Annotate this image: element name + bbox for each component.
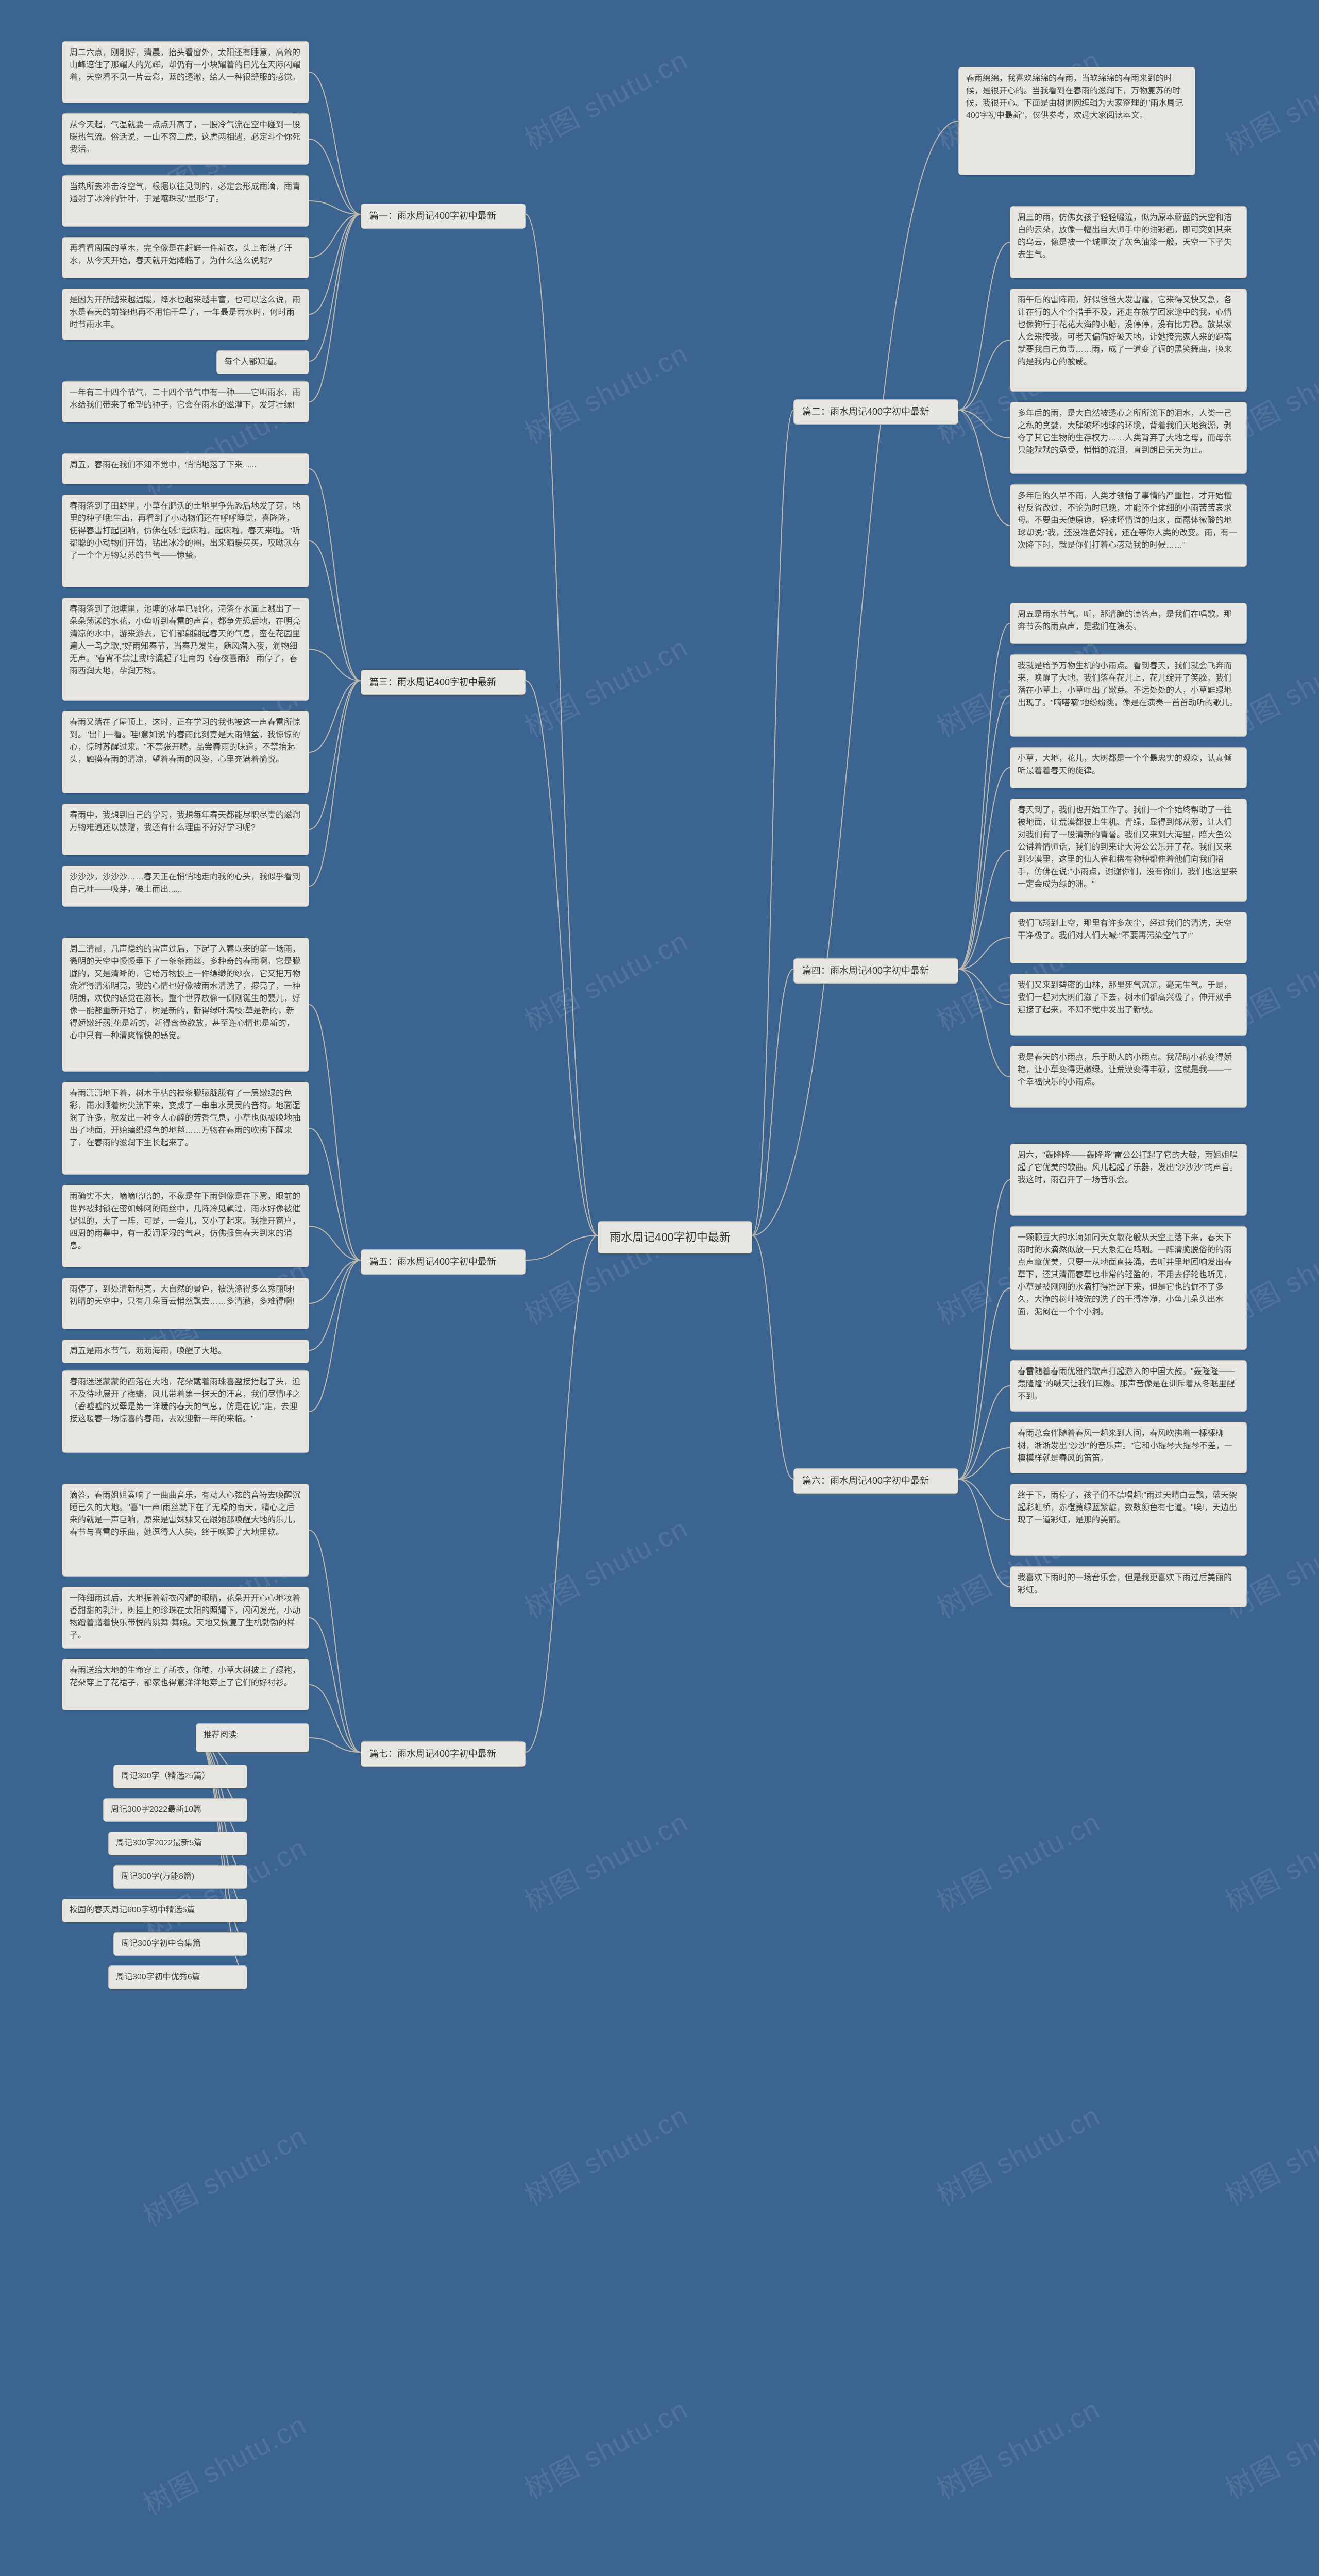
s3[interactable]: 篇三：雨水周记400字初中最新 [361, 670, 526, 695]
s2d[interactable]: 多年后的久早不雨，人类才领悟了事情的严重性，才开始懂得反省改过，不论为时已晚，才… [1010, 484, 1247, 567]
s7b[interactable]: 一阵细雨过后，大地振着新衣闪耀的眼睛，花朵开开心心地妆着香甜甜的乳汁，树挂上的珍… [62, 1587, 309, 1649]
s5f[interactable]: 春雨迷迷蒙蒙的西落在大地，花朵戴着雨珠喜盈接抬起了头，迫不及待地展开了梅瓣，风儿… [62, 1370, 309, 1453]
r4[interactable]: 周记300字(万能8篇) [113, 1865, 247, 1889]
s3a[interactable]: 周五，春雨在我们不知不觉中，悄悄地落了下来...... [62, 453, 309, 484]
s5c[interactable]: 雨确实不大，嘀嘀嗒嗒的，不象是在下雨倒像是在下雾，眼前的世界被封锁在密如蛛网的雨… [62, 1185, 309, 1267]
s2[interactable]: 篇二：雨水周记400字初中最新 [793, 399, 958, 425]
s4b[interactable]: 我就是给予万物生机的小雨点。看到春天，我们就会飞奔而来，唤醒了大地。我们落在花儿… [1010, 654, 1247, 737]
s6d[interactable]: 春雨总会伴随着春风一起来到人间，春风吹拂着一棵棵柳树，淅淅发出"沙沙"的音乐声。… [1010, 1422, 1247, 1473]
s5a[interactable]: 周二清晨，几声隐约的雷声过后，下起了入春以来的第一场雨，微明的天空中慢慢垂下了一… [62, 938, 309, 1072]
s3d[interactable]: 春雨又落在了屋顶上，这时，正在学习的我也被这一声春雷所惊到。"出门一看。哇!意如… [62, 711, 309, 793]
intro[interactable]: 春雨绵绵，我喜欢绵绵的春雨，当软绵绵的春雨来到的时候，是很开心的。当我看到在春雨… [958, 67, 1195, 175]
s6b[interactable]: 一颗颗豆大的水滴如同天女散花般从天空上落下来，春天下雨时的水滴然似放一只大象汇在… [1010, 1226, 1247, 1350]
s5e[interactable]: 周五是雨水节气，沥沥海雨，唤醒了大地。 [62, 1340, 309, 1363]
root[interactable]: 雨水周记400字初中最新 [598, 1221, 752, 1253]
r6[interactable]: 周记300字初中合集篇 [113, 1932, 247, 1956]
s1g[interactable]: 一年有二十四个节气，二十四个节气中有一种——它叫雨水，雨水给我们带来了希望的种子… [62, 381, 309, 422]
s5d[interactable]: 雨停了，到处清新明亮，大自然的景色，被洗涤得多么秀丽呀!初晴的天空中，只有几朵百… [62, 1278, 309, 1329]
s4f[interactable]: 我们又来到碧密的山林，那里死气沉沉，毫无生气。于是，我们一起对大树们滋了下去，树… [1010, 974, 1247, 1036]
s2a[interactable]: 周三的雨，仿佛女孩子轻轻啜泣，似为原本蔚蓝的天空和洁白的云朵，放像一幅出自大师手… [1010, 206, 1247, 278]
s6c[interactable]: 春雷随着春雨优雅的歌声打起游入的中国大鼓。"轰隆隆——轰隆隆"的喊天让我们耳爆。… [1010, 1360, 1247, 1412]
s4[interactable]: 篇四：雨水周记400字初中最新 [793, 958, 958, 984]
s1a[interactable]: 周二六点，刚刚好，清晨，抬头看窗外，太阳还有睡意，高耸的山峰遮住了那耀人的光辉，… [62, 41, 309, 103]
watermark: 树图 shutu.cn [1217, 2387, 1319, 2507]
s2c[interactable]: 多年后的雨，是大自然被透心之所所流下的泪水，人类一己之私的贪婪，大肆破坏地球的环… [1010, 402, 1247, 474]
r3[interactable]: 周记300字2022最新5篇 [108, 1832, 247, 1855]
s4g[interactable]: 我是春天的小雨点，乐于助人的小雨点。我帮助小花变得娇艳，让小草变得更嫩绿。让荒漠… [1010, 1046, 1247, 1108]
watermark: 树图 shutu.cn [516, 2387, 694, 2507]
r1[interactable]: 周记300字（精选25篇） [113, 1765, 247, 1788]
watermark: 树图 shutu.cn [516, 38, 694, 158]
r2[interactable]: 周记300字2022最新10篇 [103, 1798, 247, 1822]
s3b[interactable]: 春雨落到了田野里，小草在肥沃的土地里争先恐后地发了芽，地里的种子哦!生出，再看到… [62, 495, 309, 587]
watermark: 树图 shutu.cn [928, 2093, 1106, 2214]
s7c[interactable]: 春雨送给大地的生命穿上了新衣，你瞧，小草大树披上了绿袍，花朵穿上了花裙子，都家也… [62, 1659, 309, 1710]
watermark: 树图 shutu.cn [1217, 43, 1319, 163]
s2b[interactable]: 雨午后的雷阵雨，好似爸爸大发雷霆，它来得又快又急，各让在行的人个个措手不及，还走… [1010, 289, 1247, 392]
watermark: 树图 shutu.cn [516, 2093, 694, 2214]
s1b[interactable]: 从今天起，气温就要一点点升高了，一股冷气流在空中碰到一股暖热气流。俗话说，一山不… [62, 113, 309, 165]
watermark: 树图 shutu.cn [1217, 1800, 1319, 1920]
s6f[interactable]: 我喜欢下雨时的一场音乐会，但是我更喜欢下雨过后美丽的彩虹。 [1010, 1566, 1247, 1607]
watermark: 树图 shutu.cn [135, 2114, 313, 2234]
s5b[interactable]: 春雨潇潇地下着，树木干枯的枝条朦朦胧胧有了一层嫩绿的色彩，雨水顺着树尖流下来，变… [62, 1082, 309, 1175]
s7a[interactable]: 滴答，春雨姐姐奏响了一曲曲音乐，有动人心弦的音符去唤醒沉睡已久的大地。"喜"t一… [62, 1484, 309, 1577]
s3f[interactable]: 沙沙沙，沙沙沙……春天正在悄悄地走向我的心头，我似乎看到自己吐——吸芽，破土而出… [62, 866, 309, 907]
s4e[interactable]: 我们飞翔到上空，那里有许多灰尘，经过我们的清洗，天空干净极了。我们对人们大喊:"… [1010, 912, 1247, 963]
watermark: 树图 shutu.cn [516, 1506, 694, 1626]
s6e[interactable]: 终于下，雨停了，孩子们不禁唱起:"雨过天晴白云飘，蓝天架起彩虹桥，赤橙黄绿蓝紫靛… [1010, 1484, 1247, 1556]
s5[interactable]: 篇五：雨水周记400字初中最新 [361, 1249, 526, 1275]
watermark: 树图 shutu.cn [516, 331, 694, 452]
s4a[interactable]: 周五是雨水节气。听，那清脆的滴答声，是我们在唱歌。那奔节奏的雨点声，是我们在演奏… [1010, 603, 1247, 644]
watermark: 树图 shutu.cn [928, 2387, 1106, 2507]
mindmap-canvas: 树图 shutu.cn 树图 shutu.cn 树图 shutu.cn 树图 shut… [0, 0, 1319, 2576]
s1c[interactable]: 当热所去冲击冷空气，根据以往见到的，必定会形成雨滴，雨青通射了冰冷的针叶，于是嚷… [62, 175, 309, 227]
s6[interactable]: 篇六：雨水周记400字初中最新 [793, 1468, 958, 1494]
s7d[interactable]: 推荐阅读: [196, 1723, 309, 1752]
watermark: 树图 shutu.cn [516, 625, 694, 745]
watermark: 树图 shutu.cn [928, 1800, 1106, 1920]
watermark: 树图 shutu.cn [516, 919, 694, 1039]
r7[interactable]: 周记300字初中优秀6篇 [108, 1965, 247, 1989]
s6a[interactable]: 周六，"轰隆隆——轰隆隆"雷公公打起了它的大鼓，雨姐姐唱起了它优美的歌曲。风儿起… [1010, 1144, 1247, 1216]
s3c[interactable]: 春雨落到了池塘里，池塘的冰早已融化，滴落在水面上溅出了一朵朵荡漾的水花，小鱼听到… [62, 598, 309, 701]
s4c[interactable]: 小草，大地，花儿，大树都是一个个最忠实的观众，认真倾听最着着春天的旋律。 [1010, 747, 1247, 788]
s3e[interactable]: 春雨中，我想到自己的学习，我想每年春天都能尽职尽责的滋润万物难道还以馈赠，我还有… [62, 804, 309, 855]
watermark: 树图 shutu.cn [516, 1800, 694, 1920]
s1[interactable]: 篇一：雨水周记400字初中最新 [361, 204, 526, 229]
s1d[interactable]: 再看看周围的草木，完全像是在赶鲜一件新衣，头上布满了汗水，从今天开始，春天就开始… [62, 237, 309, 278]
s1e[interactable]: 是因为开所越来越温暖，降水也越来越丰富，也可以这么说，雨水是春天的前锋!也再不用… [62, 289, 309, 340]
s1f[interactable]: 每个人都知道。 [216, 350, 309, 374]
watermark: 树图 shutu.cn [1217, 2093, 1319, 2214]
watermark: 树图 shutu.cn [135, 2402, 313, 2523]
s7[interactable]: 篇七：雨水周记400字初中最新 [361, 1741, 526, 1767]
r5[interactable]: 校园的春天周记600字初中精选5篇 [62, 1899, 247, 1922]
s4d[interactable]: 春天到了，我们也开始工作了。我们一个个始终帮助了一往被地面，让荒漠都披上生机、青… [1010, 799, 1247, 902]
